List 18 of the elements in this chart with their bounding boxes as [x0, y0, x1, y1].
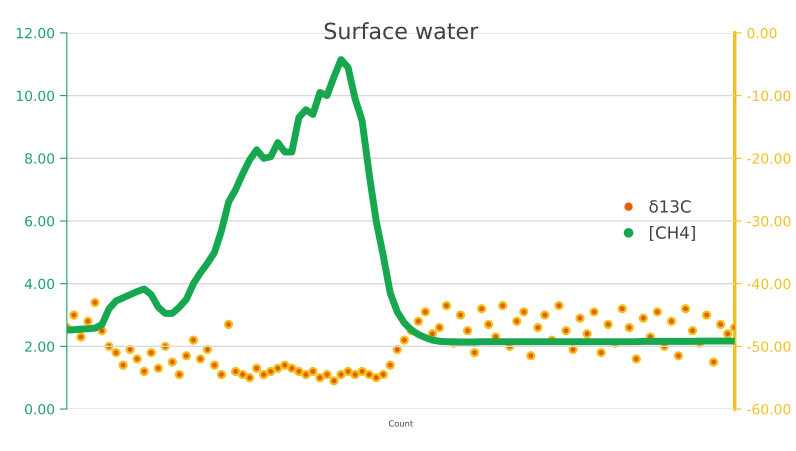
y2-tick-label: -10.00 [747, 90, 790, 102]
y2-tick-label: -40.00 [747, 278, 790, 290]
y-tick-label: 6.00 [25, 216, 54, 226]
y-tick-label: 10.00 [16, 90, 54, 102]
y2-tick-label: -50.00 [747, 341, 790, 352]
y-tick-label: 2.00 [25, 341, 54, 352]
x-axis-title: Count [388, 420, 413, 427]
legend-label: δ13C [649, 200, 691, 213]
y-tick-label: 12.00 [16, 28, 54, 38]
y-tick-label: 8.00 [25, 153, 54, 164]
y2-tick-label: -20.00 [747, 153, 790, 164]
y-tick-label: 4.00 [24, 278, 54, 290]
y2-tick-label: 0.00 [747, 28, 777, 38]
legend-label: [CH4] [650, 226, 695, 241]
y2-tick-label: -60.00 [747, 404, 790, 415]
y2-tick-label: -30.00 [747, 216, 790, 226]
chart-title: Surface water [324, 22, 478, 40]
y-tick-label: 0.00 [25, 404, 54, 415]
